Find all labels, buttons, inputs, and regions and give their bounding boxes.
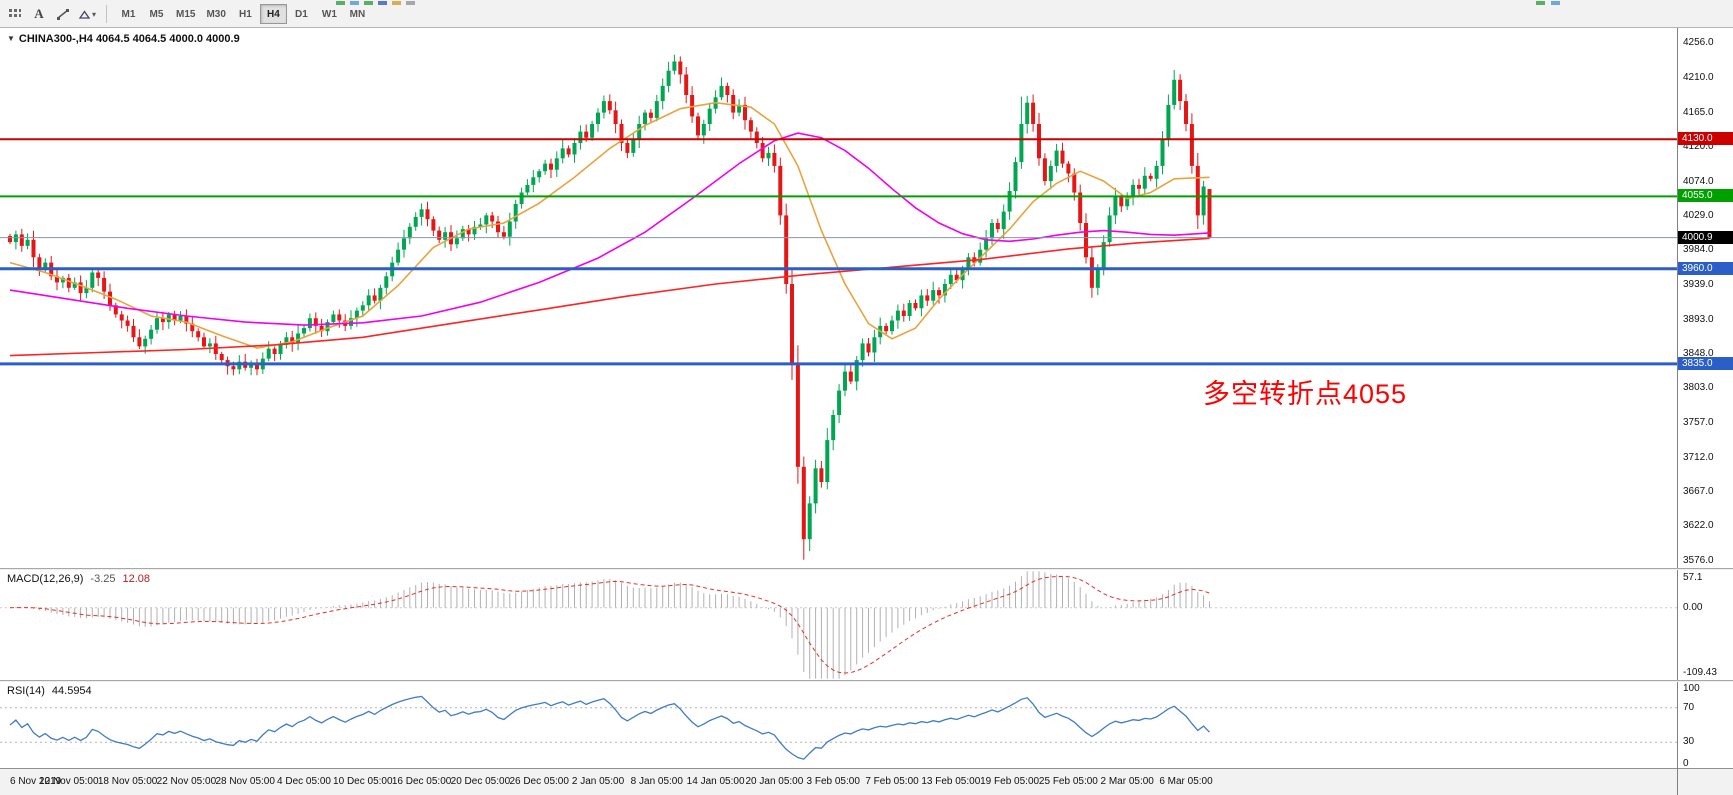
price-tick: 4029.0 — [1683, 210, 1714, 222]
price-line-label: 4055.0 — [1678, 189, 1733, 203]
cropped-icon-fragment — [364, 1, 373, 5]
timeframe-button-mn[interactable]: MN — [344, 4, 371, 24]
macd-signal-line — [9, 575, 1210, 674]
price-tick: 4120.0 — [1683, 140, 1714, 152]
time-label: 13 Feb 05:00 — [921, 776, 981, 787]
macd-scale-top: 57.1 — [1683, 572, 1703, 583]
price-tick: 4210.0 — [1683, 72, 1714, 84]
rsi-scale-100: 100 — [1683, 683, 1700, 694]
cropped-icon-fragment — [378, 1, 387, 5]
timeframe-button-w1[interactable]: W1 — [316, 4, 343, 24]
time-axis[interactable]: 6 Nov 2019 12 Nov 05:00 18 Nov 05:00 22 Nov… — [0, 768, 1677, 795]
time-label: 6 Nov 2019 — [10, 776, 62, 787]
toolbar: A ▾ M1 M5 M15 M30 H1 H4 D1 W1 MN — [0, 0, 1733, 28]
shapes-dropdown-icon[interactable]: ▾ — [76, 4, 98, 24]
moving-average-line-slow[interactable] — [9, 237, 1210, 357]
price-tick: 3757.0 — [1683, 417, 1714, 429]
rsi-panel-canvas[interactable] — [0, 682, 1677, 768]
timeframe-button-h4[interactable]: H4 — [259, 4, 287, 24]
time-label: 2 Jan 05:00 — [571, 776, 625, 787]
price-line-label: 3835.0 — [1678, 356, 1733, 370]
price-chart-canvas[interactable] — [0, 28, 1677, 568]
time-label: 20 Jan 05:00 — [745, 776, 804, 787]
cropped-icon-fragment — [336, 1, 345, 5]
text-label-a-icon[interactable]: A — [34, 6, 44, 21]
price-tick: 3803.0 — [1683, 382, 1714, 394]
time-label: 22 Nov 05:00 — [156, 776, 217, 787]
time-label: 19 Feb 05:00 — [980, 776, 1040, 787]
rsi-line — [9, 695, 1210, 760]
rsi-scale-30: 30 — [1683, 736, 1695, 748]
macd-scale-bottom: -109.43 — [1683, 667, 1717, 678]
toolbar-separator — [106, 5, 107, 23]
time-label: 10 Dec 05:00 — [333, 776, 393, 787]
price-tick: 3576.0 — [1683, 555, 1714, 567]
time-label: 25 Feb 05:00 — [1038, 776, 1098, 787]
cropped-icon-fragment — [406, 1, 415, 5]
price-tick: 4165.0 — [1683, 106, 1714, 118]
time-label: 26 Dec 05:00 — [509, 776, 569, 787]
price-tick: 3712.0 — [1683, 451, 1714, 463]
macd-scale-zero: 0.00 — [1683, 601, 1703, 613]
timeframe-button-m5[interactable]: M5 — [143, 4, 170, 24]
price-tick: 3939.0 — [1683, 278, 1714, 290]
timeframe-button-d1[interactable]: D1 — [288, 4, 315, 24]
price-line-label: 4130.0 — [1678, 132, 1733, 146]
time-label: 7 Feb 05:00 — [865, 776, 919, 787]
cropped-icon-fragment — [1536, 1, 1545, 5]
price-tick: 3848.0 — [1683, 348, 1714, 359]
cropped-icon-fragment — [350, 1, 359, 5]
time-label: 16 Dec 05:00 — [391, 776, 452, 787]
chart-annotation-text[interactable]: 多空转折点4055 — [1203, 379, 1408, 409]
price-tick: 3622.0 — [1683, 520, 1714, 532]
time-label: 28 Nov 05:00 — [215, 776, 275, 787]
timeframe-button-m30[interactable]: M30 — [201, 4, 230, 24]
timeframe-button-m15[interactable]: M15 — [171, 4, 200, 24]
price-line-label: 3960.0 — [1678, 261, 1733, 275]
timeframe-button-h1[interactable]: H1 — [232, 4, 259, 24]
time-label: 6 Mar 05:00 — [1159, 776, 1213, 787]
trendline-icon[interactable] — [52, 4, 74, 24]
moving-average-line-mid[interactable] — [9, 132, 1210, 326]
macd-panel-canvas[interactable] — [0, 570, 1677, 680]
price-tick: 4074.0 — [1683, 175, 1714, 187]
time-label: 12 Nov 05:00 — [39, 776, 99, 787]
time-label: 4 Dec 05:00 — [277, 776, 331, 787]
time-label: 3 Feb 05:00 — [806, 776, 860, 787]
macd-histogram — [15, 571, 1210, 679]
price-axis[interactable]: 4256.0 4210.0 4165.0 4120.0 4074.0 4029.0 3984… — [1677, 28, 1733, 795]
chevron-down-icon: ▾ — [91, 9, 96, 19]
panel-separator[interactable] — [0, 568, 1733, 570]
time-label: 2 Mar 05:00 — [1100, 776, 1154, 787]
time-label: 14 Jan 05:00 — [686, 776, 745, 787]
price-tick: 3667.0 — [1683, 485, 1714, 497]
panel-separator[interactable] — [0, 680, 1733, 682]
axis-corner — [1678, 768, 1733, 795]
cropped-icon-fragment — [392, 1, 401, 5]
grid-icon[interactable] — [4, 4, 26, 24]
current-price-label: 4000.9 — [1678, 230, 1733, 244]
price-tick: 3893.0 — [1683, 313, 1714, 325]
candlesticks — [8, 54, 1212, 560]
time-label: 8 Jan 05:00 — [630, 776, 683, 787]
rsi-scale-0: 0 — [1683, 758, 1689, 769]
cropped-icon-fragment — [1551, 1, 1560, 5]
rsi-scale-70: 70 — [1683, 701, 1695, 713]
timeframe-toolbar: M1 M5 M15 M30 H1 H4 D1 W1 MN — [115, 4, 371, 24]
timeframe-button-m1[interactable]: M1 — [115, 4, 142, 24]
time-label: 20 Dec 05:00 — [450, 776, 511, 787]
price-tick: 4256.0 — [1683, 37, 1714, 49]
time-label: 18 Nov 05:00 — [97, 776, 158, 787]
price-tick: 3984.0 — [1683, 244, 1714, 256]
